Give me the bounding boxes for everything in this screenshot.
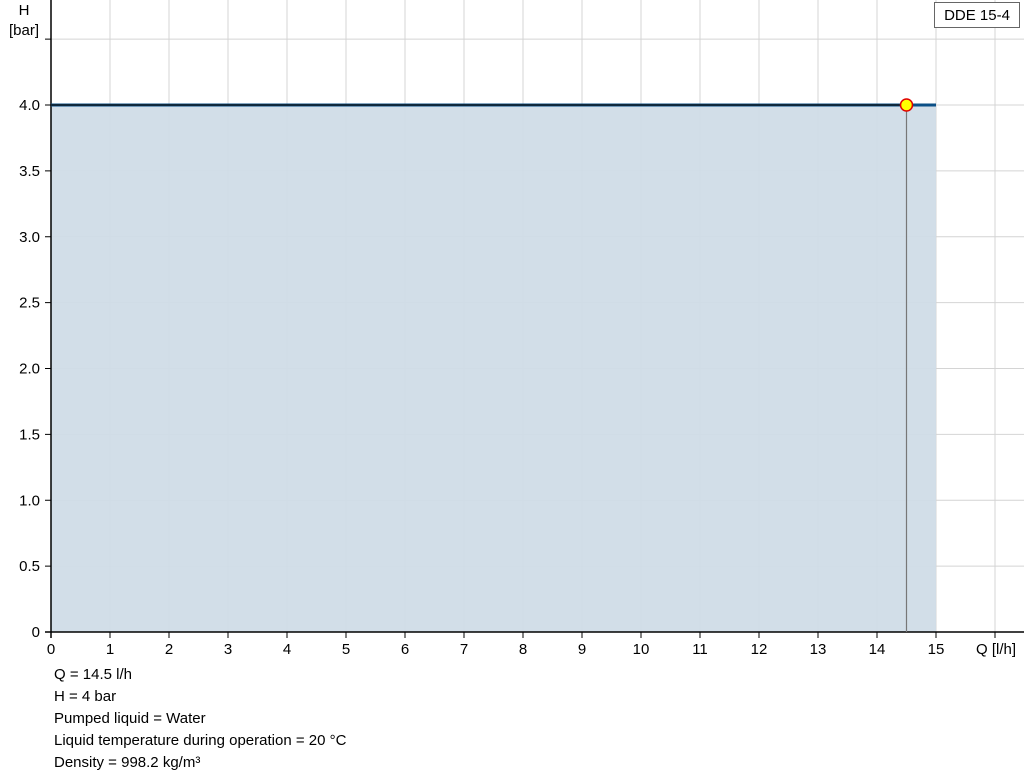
x-tick-label: 10 [633, 641, 650, 658]
x-tick-label: 3 [224, 641, 232, 658]
info-temperature: Liquid temperature during operation = 20… [54, 732, 347, 749]
y-tick-label: 1.5 [19, 426, 40, 443]
tick-labels: 0 1 2 3 4 5 6 7 8 9 10 11 12 13 14 1500.51.01.52.02.53.… [19, 97, 944, 658]
info-density: Density = 998.2 kg/m³ [54, 754, 201, 771]
marks [51, 98, 936, 632]
y-tick-label: 0.5 [19, 558, 40, 575]
legend: DDE 15-4 [934, 2, 1020, 28]
x-tick-label: 12 [751, 641, 768, 658]
curve-area [51, 105, 936, 632]
y-axis-symbol: H [19, 2, 30, 19]
x-tick-label: 15 [928, 641, 945, 658]
x-tick-label: 6 [401, 641, 409, 658]
y-axis-unit: [bar] [9, 22, 39, 39]
info-flow: Q = 14.5 l/h [54, 666, 132, 683]
x-tick-label: 0 [47, 641, 55, 658]
x-tick-label: 1 [106, 641, 114, 658]
x-tick-label: 11 [692, 641, 708, 658]
y-tick-label: 1.0 [19, 492, 40, 509]
x-tick-label: 13 [810, 641, 827, 658]
y-tick-label: 4.0 [19, 97, 40, 114]
y-tick-label: 3.0 [19, 229, 40, 246]
info-head: H = 4 bar [54, 688, 117, 705]
operating-info: Q = 14.5 l/h H = 4 bar Pumped liquid = W… [54, 664, 346, 774]
x-tick-label: 4 [283, 641, 291, 658]
operating-point [899, 98, 914, 112]
y-tick-label: 3.5 [19, 163, 40, 180]
x-tick-label: 5 [342, 641, 350, 658]
x-tick-label: 8 [519, 641, 527, 658]
x-tick-label: 2 [165, 641, 173, 658]
curve-fill [51, 105, 936, 632]
y-tick-label: 2.0 [19, 361, 40, 378]
x-tick-label: 14 [869, 641, 886, 658]
info-liquid: Pumped liquid = Water [54, 710, 206, 727]
y-tick-label: 0 [32, 624, 40, 641]
x-tick-label: 7 [460, 641, 468, 658]
x-tick-label: 9 [578, 641, 586, 658]
x-axis-label: Q [l/h] [976, 641, 1016, 658]
y-tick-label: 2.5 [19, 295, 40, 312]
